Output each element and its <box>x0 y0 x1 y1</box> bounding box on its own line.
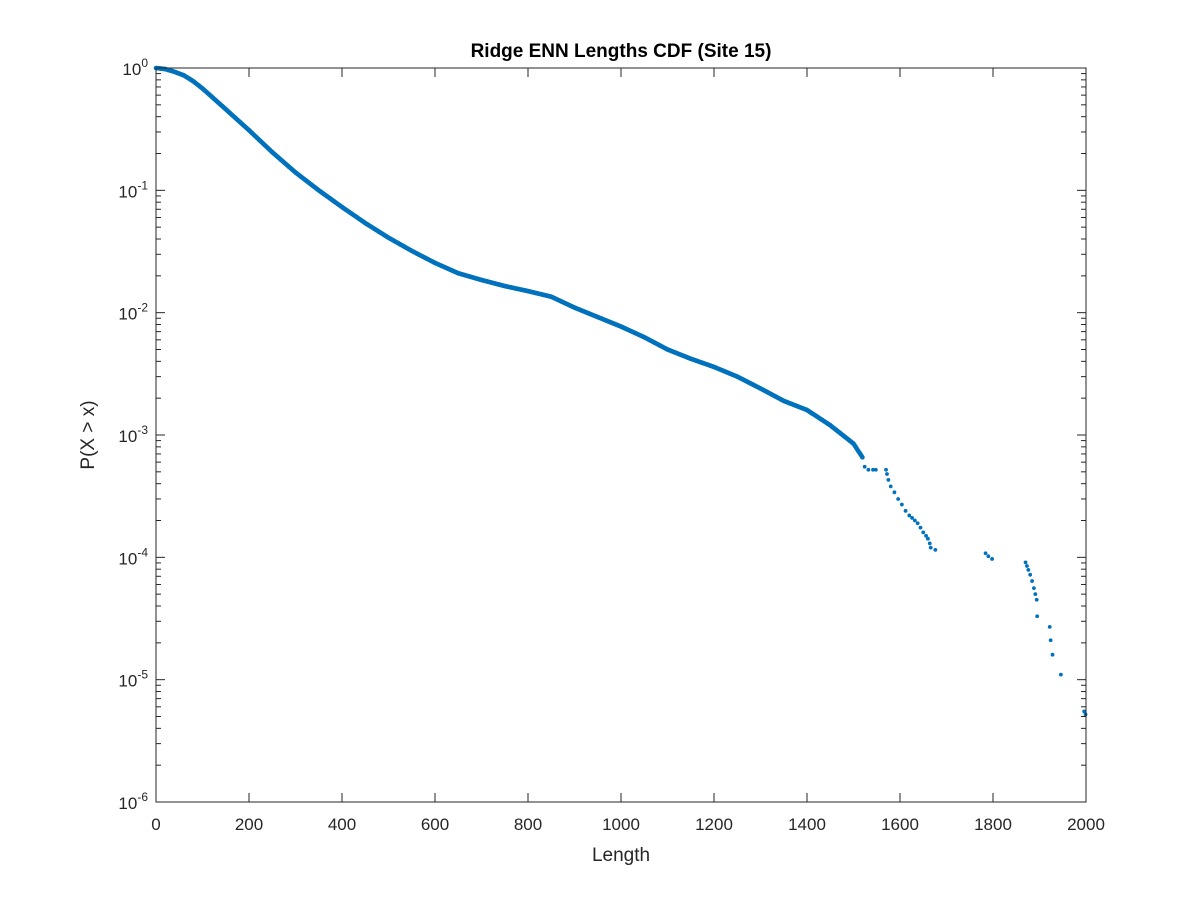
cdf-point <box>1058 672 1063 677</box>
cdf-point <box>986 554 991 559</box>
y-tick-base: 10 <box>118 549 137 568</box>
x-axis-label: Length <box>592 845 650 866</box>
y-axis-label: P(X > x) <box>78 400 99 469</box>
cdf-point <box>928 545 933 550</box>
y-tick-exponent: -2 <box>137 301 148 315</box>
cdf-point <box>1035 614 1040 619</box>
x-tick-labels: 0 200 400 600 800 1000 1200 1400 1600 1800 2000 <box>151 815 1105 834</box>
y-tick-exponent: -5 <box>137 668 148 682</box>
axes-background <box>156 68 1086 802</box>
y-tick-label: 100 <box>122 56 148 79</box>
cdf-point <box>910 516 914 520</box>
y-tick-exponent: 0 <box>141 56 148 70</box>
cdf-point <box>1028 572 1033 577</box>
cdf-point <box>915 521 920 526</box>
cdf-point <box>924 533 928 538</box>
x-tick-label: 2000 <box>1067 815 1105 834</box>
cdf-point <box>899 502 904 507</box>
cdf-point <box>892 490 897 495</box>
y-tick-base: 10 <box>118 794 137 813</box>
x-tick-label: 1800 <box>974 815 1012 834</box>
cdf-point <box>886 477 891 482</box>
x-tick-label: 1200 <box>695 815 733 834</box>
y-tick-label: 10-1 <box>118 178 148 201</box>
cdf-point <box>933 548 938 552</box>
cdf-point <box>1032 586 1036 591</box>
cdf-point <box>1033 592 1038 597</box>
cdf-point <box>921 530 926 535</box>
x-tick-label: 400 <box>328 815 356 834</box>
cdf-point <box>990 557 994 561</box>
cdf-point <box>983 551 988 556</box>
cdf-point <box>1050 652 1055 657</box>
cdf-point <box>926 536 930 541</box>
y-tick-exponent: -4 <box>137 545 148 559</box>
cdf-point <box>888 484 893 489</box>
cdf-point <box>866 467 871 472</box>
y-tick-label: 10-2 <box>118 301 148 324</box>
y-tick-label: 10-3 <box>118 423 148 446</box>
cdf-point <box>903 508 908 513</box>
x-tick-label: 600 <box>421 815 449 834</box>
cdf-point <box>885 472 889 476</box>
cdf-point <box>927 541 932 546</box>
x-tick-label: 800 <box>514 815 542 834</box>
cdf-point <box>907 513 912 518</box>
y-tick-exponent: -3 <box>137 423 148 437</box>
axes-frame <box>155 67 1087 803</box>
cdf-point <box>862 464 867 469</box>
cdf-point <box>918 525 923 530</box>
cdf-point <box>1025 564 1029 568</box>
cdf-point <box>871 467 875 472</box>
y-tick-label: 10-6 <box>118 790 148 813</box>
cdf-point <box>860 455 865 460</box>
cdf-point <box>884 467 888 472</box>
y-tick-base: 10 <box>118 427 137 446</box>
x-tick-label: 0 <box>151 815 160 834</box>
chart-title: Ridge ENN Lengths CDF (Site 15) <box>471 41 772 62</box>
x-tick-label: 1000 <box>602 815 640 834</box>
x-tick-label: 200 <box>235 815 263 834</box>
y-tick-exponent: -1 <box>137 178 148 192</box>
cdf-point <box>1023 560 1028 565</box>
axis-ticks <box>155 67 1087 803</box>
y-tick-base: 10 <box>118 182 137 201</box>
data-markers <box>153 65 1088 717</box>
cdf-point <box>1048 638 1053 643</box>
cdf-point <box>1030 579 1034 583</box>
cdf-point <box>896 497 901 501</box>
cdf-point <box>1026 567 1031 572</box>
cdf-point <box>1034 597 1039 602</box>
y-tick-label: 10-4 <box>118 545 148 568</box>
y-tick-base: 10 <box>118 305 137 324</box>
x-tick-label: 1600 <box>881 815 919 834</box>
y-tick-exponent: -6 <box>137 790 148 804</box>
x-tick-label: 1400 <box>788 815 826 834</box>
y-tick-label: 10-5 <box>118 668 148 691</box>
y-tick-base: 10 <box>122 60 141 79</box>
y-tick-base: 10 <box>118 672 137 691</box>
cdf-point <box>1082 709 1087 714</box>
cdf-point <box>873 467 878 472</box>
cdf-point <box>912 518 917 523</box>
cdf-point <box>1047 625 1052 629</box>
